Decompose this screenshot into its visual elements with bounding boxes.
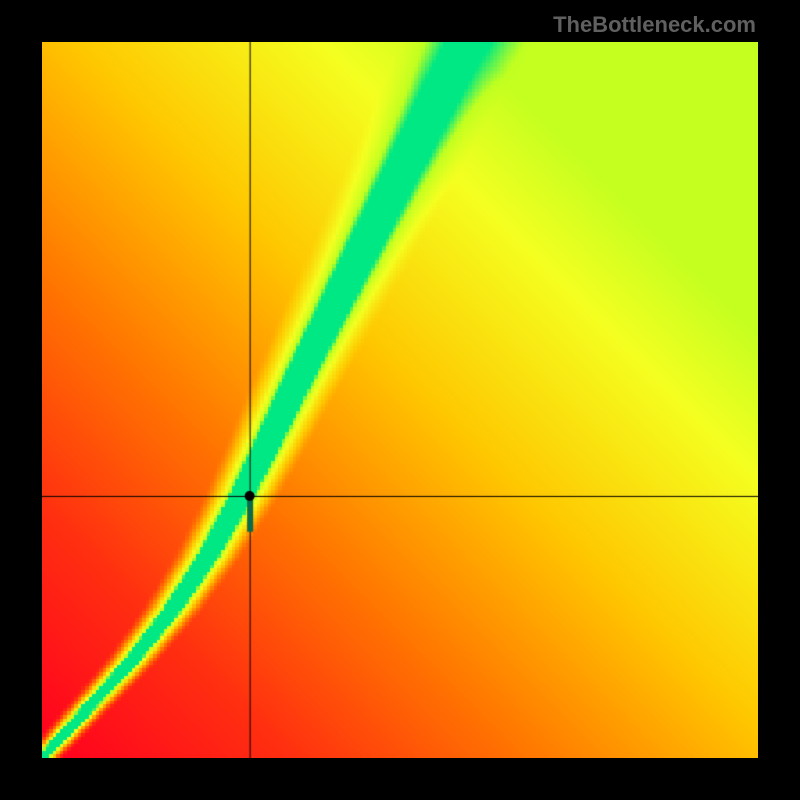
watermark-text: TheBottleneck.com bbox=[553, 12, 756, 38]
border-bottom bbox=[0, 758, 800, 800]
border-right bbox=[758, 0, 800, 800]
bottleneck-heatmap bbox=[42, 42, 758, 758]
border-left bbox=[0, 0, 42, 800]
